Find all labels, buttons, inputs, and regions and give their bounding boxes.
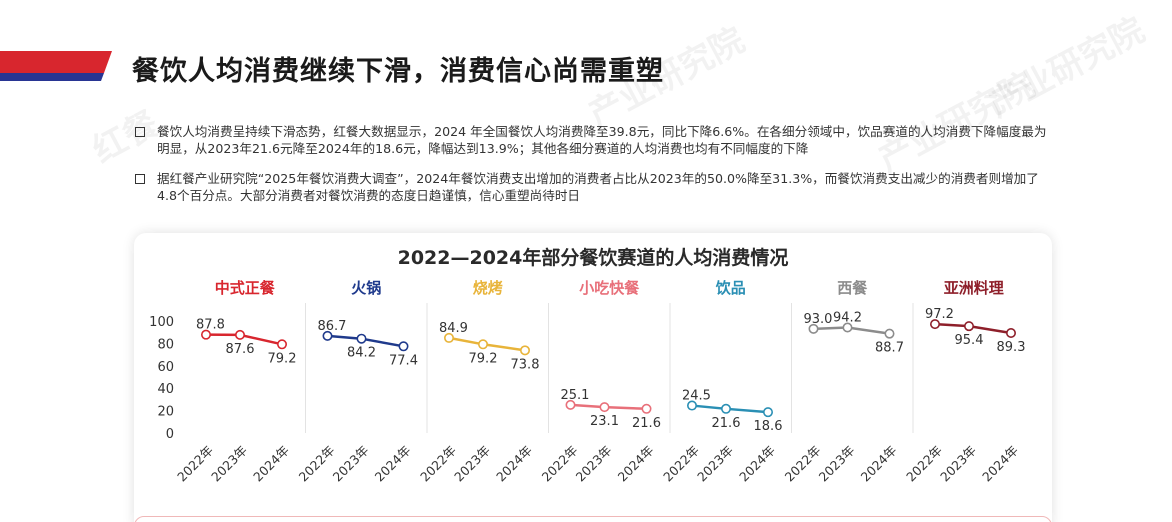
data-point: [963, 321, 974, 332]
x-tick-label: 2022年: [782, 443, 824, 485]
bullet-text: 据红餐产业研究院“2025年餐饮消费大调查”，2024年餐饮消费支出增加的消费者…: [157, 171, 1039, 203]
data-point: [565, 399, 576, 410]
data-label: 79.2: [469, 351, 498, 366]
data-point: [477, 339, 488, 350]
data-label: 84.2: [347, 346, 376, 361]
x-tick-label: 2023年: [451, 443, 493, 485]
header-accent-band: [0, 51, 112, 81]
data-label: 18.6: [754, 419, 783, 434]
data-point: [356, 333, 367, 344]
data-point: [808, 323, 819, 334]
x-tick-label: 2022年: [660, 443, 702, 485]
data-label: 86.7: [318, 319, 347, 334]
data-point: [322, 330, 333, 341]
data-label: 97.2: [925, 307, 954, 322]
watermark-text-3: 产业研究院: [982, 10, 1152, 126]
x-tick-label: 2024年: [493, 443, 535, 485]
x-tick-label: 2024年: [372, 443, 414, 485]
bullet-text: 餐饮人均消费呈持续下滑态势，红餐大数据显示，2024 年全国餐饮人均消费降至39…: [157, 124, 1047, 156]
y-tick-label: 40: [157, 382, 174, 397]
x-tick-label: 2022年: [296, 443, 338, 485]
series-name: 烧烤: [473, 279, 503, 297]
x-tick-label: 2023年: [330, 443, 372, 485]
series-name: 中式正餐: [215, 279, 276, 297]
next-card-edge: [134, 516, 1052, 522]
data-label: 24.5: [682, 389, 711, 404]
y-tick-label: 0: [166, 427, 174, 442]
y-tick-label: 20: [157, 405, 174, 420]
data-label: 77.4: [389, 353, 418, 368]
x-tick-label: 2022年: [539, 443, 581, 485]
data-label: 79.2: [268, 351, 297, 366]
x-tick-label: 2023年: [208, 443, 250, 485]
bullet-item: 餐饮人均消费呈持续下滑态势，红餐大数据显示，2024 年全国餐饮人均消费降至39…: [132, 124, 1052, 157]
data-label: 94.2: [833, 310, 862, 325]
x-tick-label: 2024年: [858, 443, 900, 485]
x-tick-label: 2024年: [250, 443, 292, 485]
bullet-list: 餐饮人均消费呈持续下滑态势，红餐大数据显示，2024 年全国餐饮人均消费降至39…: [132, 124, 1052, 218]
x-tick-label: 2022年: [903, 443, 945, 485]
bullet-item: 据红餐产业研究院“2025年餐饮消费大调查”，2024年餐饮消费支出增加的消费者…: [132, 171, 1052, 204]
x-tick-label: 2023年: [694, 443, 736, 485]
y-tick-label: 60: [157, 360, 174, 375]
chart-title: 2022—2024年部分餐饮赛道的人均消费情况: [397, 247, 789, 269]
data-label: 21.6: [632, 416, 661, 431]
data-label: 93.0: [804, 312, 833, 327]
data-label: 23.1: [590, 414, 619, 429]
square-bullet-icon: [135, 174, 145, 184]
y-tick-label: 80: [157, 337, 174, 352]
data-label: 88.7: [875, 341, 904, 356]
data-point: [519, 345, 530, 356]
data-label: 95.4: [955, 333, 984, 348]
page-title: 餐饮人均消费继续下滑，消费信心尚需重塑: [132, 56, 664, 87]
data-point: [599, 402, 610, 413]
series-name: 小吃快餐: [579, 279, 640, 297]
data-point: [1005, 327, 1016, 338]
x-tick-label: 2024年: [979, 443, 1021, 485]
data-point: [641, 403, 652, 414]
data-label: 87.8: [196, 318, 225, 333]
x-tick-label: 2023年: [937, 443, 979, 485]
x-tick-label: 2023年: [573, 443, 615, 485]
y-tick-label: 100: [149, 315, 174, 330]
data-label: 84.9: [439, 321, 468, 336]
chart-card: 2022—2024年部分餐饮赛道的人均消费情况 0 20 40 60 80 100 中式正餐…: [134, 233, 1052, 522]
series-name: 亚洲料理: [944, 279, 1004, 297]
data-label: 89.3: [997, 340, 1026, 355]
data-label: 87.6: [226, 342, 255, 357]
data-label: 73.8: [511, 357, 540, 372]
data-point: [201, 329, 212, 340]
x-tick-label: 2023年: [816, 443, 858, 485]
data-label: 21.6: [712, 416, 741, 431]
data-point: [443, 332, 454, 343]
header-accent-shape: [0, 51, 112, 81]
data-label: 25.1: [561, 388, 590, 403]
data-point: [929, 319, 940, 330]
data-point: [762, 407, 773, 418]
x-tick-label: 2022年: [174, 443, 216, 485]
data-point: [884, 328, 895, 339]
series-name: 饮品: [715, 279, 746, 297]
x-tick-label: 2022年: [417, 443, 459, 485]
data-point: [235, 329, 246, 340]
square-bullet-icon: [135, 127, 145, 137]
data-point: [720, 403, 731, 414]
series-name: 西餐: [837, 279, 868, 297]
series-name: 火锅: [351, 279, 381, 297]
data-point: [842, 322, 853, 333]
data-point: [686, 400, 697, 411]
x-tick-label: 2024年: [736, 443, 778, 485]
x-tick-label: 2024年: [615, 443, 657, 485]
data-point: [277, 339, 288, 350]
data-point: [398, 341, 409, 352]
